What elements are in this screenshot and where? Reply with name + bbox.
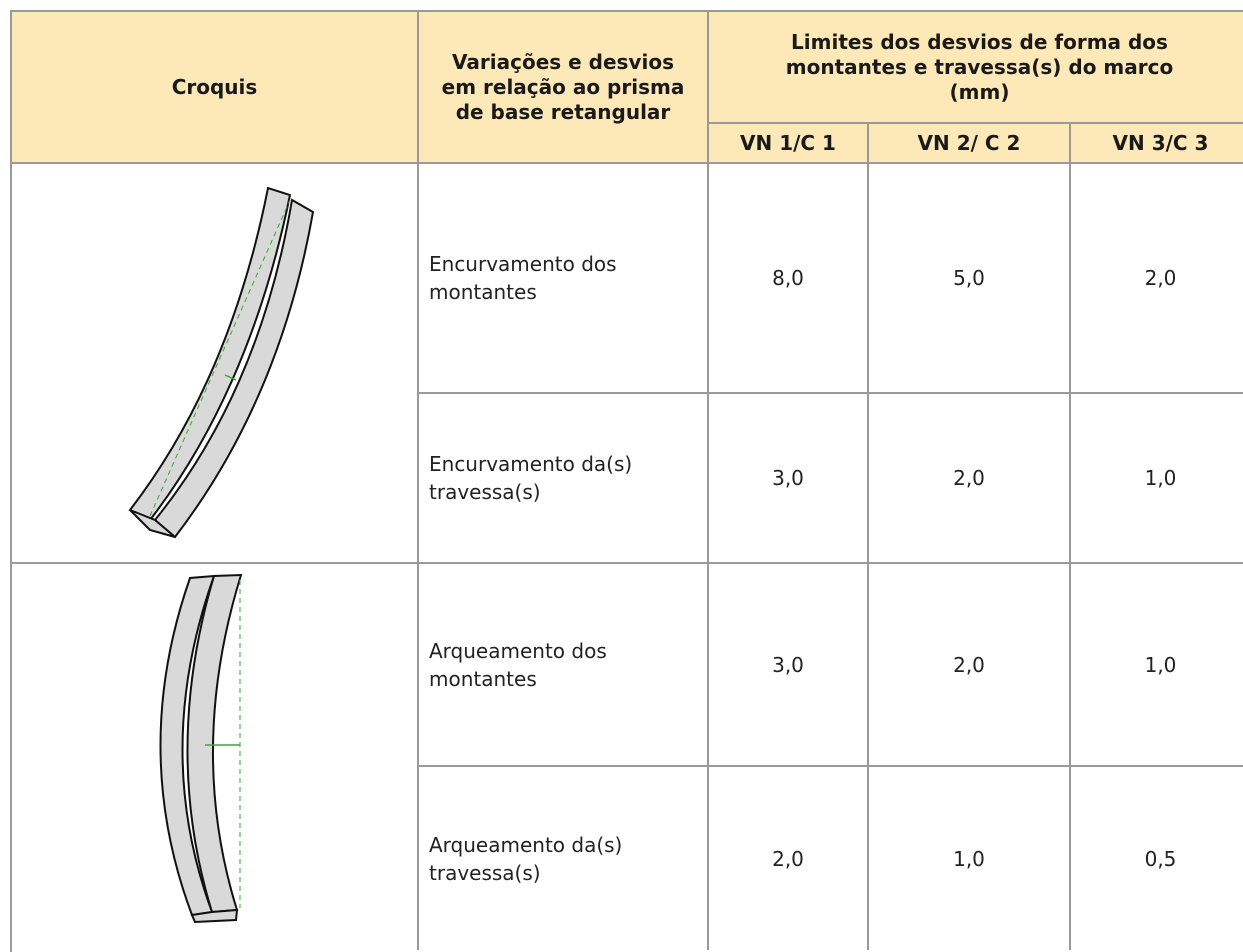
- value-cell: 3,0: [707, 392, 867, 562]
- value-cell: 0,5: [1069, 765, 1243, 950]
- value-cell: 2,0: [1069, 162, 1243, 392]
- row-label: Arqueamento dos montantes: [417, 562, 707, 765]
- value-cell: 8,0: [707, 162, 867, 392]
- value-cell: 1,0: [1069, 562, 1243, 765]
- header-class: VN 3/C 3: [1069, 122, 1243, 162]
- sketch-cell: [10, 162, 417, 562]
- value-cell: 5,0: [867, 162, 1069, 392]
- header-variacoes: Variações e desvios em relação ao prisma…: [417, 10, 707, 162]
- header-croquis: Croquis: [10, 10, 417, 162]
- row-label: Encurvamento dos montantes: [417, 162, 707, 392]
- sketch-cell: [10, 562, 417, 952]
- value-cell: 1,0: [1069, 392, 1243, 562]
- header-limites: Limites dos desvios de forma dos montant…: [707, 10, 1243, 122]
- value-cell: 3,0: [707, 562, 867, 765]
- value-cell: 1,0: [867, 765, 1069, 950]
- value-cell: 2,0: [867, 392, 1069, 562]
- header-class: VN 1/C 1: [707, 122, 867, 162]
- header-class: VN 2/ C 2: [867, 122, 1069, 162]
- value-cell: 2,0: [867, 562, 1069, 765]
- value-cell: 2,0: [707, 765, 867, 950]
- row-label: Arqueamento da(s) travessa(s): [417, 765, 707, 950]
- row-label: Encurvamento da(s) travessa(s): [417, 392, 707, 562]
